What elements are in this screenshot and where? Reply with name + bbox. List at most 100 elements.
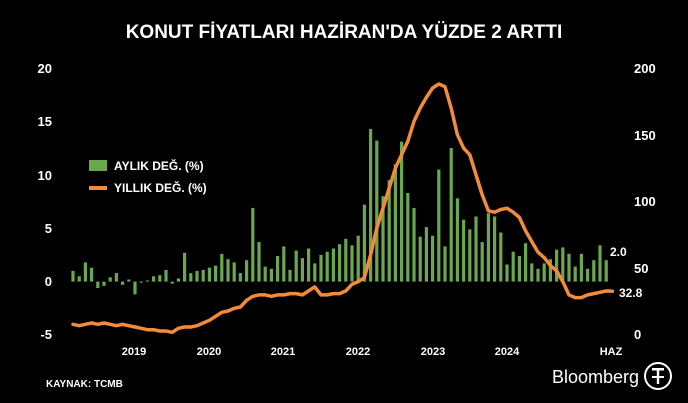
right-tick: 0 (634, 327, 641, 342)
monthly-bar (189, 273, 193, 282)
monthly-bar (468, 229, 472, 282)
monthly-bar (400, 141, 404, 282)
left-tick: 10 (38, 168, 52, 183)
right-tick: 100 (634, 194, 656, 209)
monthly-bar (257, 242, 261, 282)
monthly-bar (164, 269, 168, 282)
monthly-bar (114, 273, 118, 282)
monthly-bar (530, 263, 534, 282)
monthly-bar (412, 207, 416, 282)
monthly-bar (356, 235, 360, 282)
monthly-bar (499, 232, 503, 282)
legend: AYLIK DEĞ. (%) YILLIK DEĞ. (%) (89, 158, 207, 195)
monthly-bar (145, 280, 149, 282)
x-tick: 2021 (271, 346, 295, 358)
right-tick: 200 (634, 61, 656, 76)
monthly-bar (517, 256, 521, 282)
left-tick: 20 (38, 61, 52, 76)
monthly-bar (598, 245, 602, 282)
monthly-bar (362, 204, 366, 282)
monthly-bar (455, 198, 459, 282)
monthly-bar (102, 281, 106, 286)
left-tick: -5 (40, 327, 52, 342)
monthly-bar (83, 262, 87, 282)
monthly-bar (567, 253, 571, 282)
x-axis: 2019 2020 2021 2022 2023 2024 HAZ (122, 346, 623, 358)
monthly-bar (176, 278, 180, 282)
monthly-bar (431, 235, 435, 282)
monthly-bar (493, 216, 497, 282)
monthly-bars (71, 128, 608, 295)
monthly-bar (90, 267, 94, 282)
monthly-bar (139, 281, 143, 283)
right-tick: 50 (634, 261, 648, 276)
monthly-bar (573, 266, 577, 282)
x-tick: 2022 (346, 346, 370, 358)
left-tick: 0 (45, 274, 52, 289)
monthly-bar (282, 246, 286, 282)
monthly-bar (511, 251, 515, 282)
monthly-bar (505, 264, 509, 282)
monthly-bar (238, 273, 242, 282)
monthly-bar (418, 236, 422, 282)
left-axis: 20 15 10 5 0 -5 (38, 61, 52, 342)
legend-bar-swatch (89, 160, 107, 171)
monthly-bar (369, 128, 373, 282)
monthly-bar (195, 270, 199, 282)
monthly-bar (331, 248, 335, 282)
ht-logo-icon (644, 362, 672, 390)
monthly-bar (449, 148, 453, 282)
monthly-bar (152, 276, 156, 282)
monthly-bar (307, 248, 311, 282)
x-tick: 2024 (495, 346, 520, 358)
left-tick: 5 (45, 221, 52, 236)
monthly-bar (121, 281, 125, 285)
monthly-bar (586, 268, 590, 282)
monthly-bar (207, 267, 211, 282)
monthly-bar (486, 213, 490, 282)
monthly-bar (325, 251, 329, 282)
monthly-bar (77, 276, 81, 282)
x-tick: HAZ (600, 346, 623, 358)
monthly-bar (276, 256, 280, 282)
monthly-bar (561, 247, 565, 282)
legend-bar-label: AYLIK DEĞ. (%) (114, 158, 204, 173)
monthly-bar (220, 253, 224, 282)
legend-line-label: YILLIK DEĞ. (%) (114, 180, 207, 195)
monthly-bar (592, 260, 596, 282)
source-label: KAYNAK: TCMB (46, 379, 123, 390)
right-axis: 200 150 100 50 0 (634, 61, 656, 342)
monthly-bar (158, 275, 162, 282)
monthly-bar (269, 268, 273, 282)
left-tick: 15 (38, 114, 52, 129)
monthly-bar (127, 279, 131, 282)
monthly-bar (294, 250, 298, 282)
x-tick: 2019 (122, 346, 146, 358)
monthly-bar (381, 196, 385, 282)
monthly-bar (263, 266, 267, 282)
monthly-bar (387, 180, 391, 282)
monthly-bar (251, 207, 255, 282)
monthly-bar (536, 268, 540, 282)
monthly-bar (393, 164, 397, 282)
monthly-bar (437, 169, 441, 282)
monthly-bar (375, 140, 379, 282)
monthly-bar (579, 253, 583, 282)
monthly-bar (170, 281, 174, 284)
annual-end-label: 32.8 (619, 286, 643, 300)
monthly-bar (443, 246, 447, 282)
monthly-bar (214, 265, 218, 282)
monthly-bar (524, 243, 528, 282)
monthly-bar (542, 263, 546, 282)
monthly-bar (424, 227, 428, 282)
monthly-bar (474, 216, 478, 282)
monthly-bar (226, 259, 230, 282)
monthly-bar (71, 270, 75, 282)
monthly-bar (183, 252, 187, 282)
x-tick: 2023 (421, 346, 445, 358)
monthly-bar (319, 254, 323, 282)
monthly-bar (406, 193, 410, 282)
monthly-bar (232, 262, 236, 282)
brand-logo: Bloomberg (552, 367, 639, 387)
